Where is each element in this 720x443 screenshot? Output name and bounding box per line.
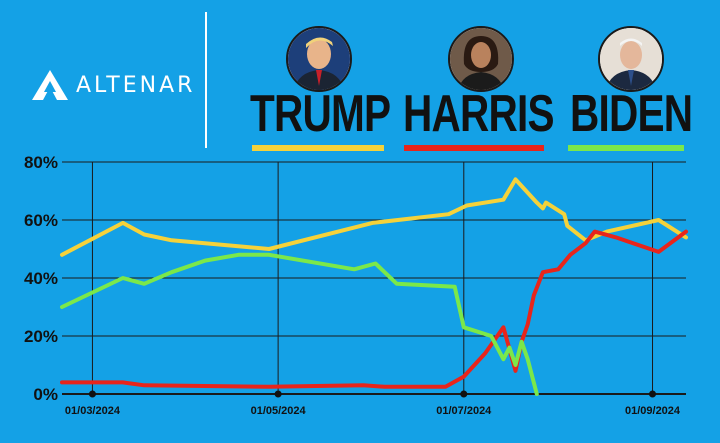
y-tick-label: 40%: [24, 269, 58, 288]
y-tick-label: 80%: [24, 153, 58, 172]
x-tick-label: 01/07/2024: [436, 405, 492, 417]
y-tick-label: 20%: [24, 327, 58, 346]
x-tick-dot: [88, 390, 96, 398]
series-line-biden: [60, 252, 539, 396]
x-tick-label: 01/03/2024: [65, 405, 121, 417]
biden-color-bar: [568, 145, 684, 151]
altenar-logo: ALTENAR: [30, 68, 195, 102]
series-line-trump: [60, 177, 688, 257]
x-tick-label: 01/09/2024: [625, 405, 681, 417]
x-tick-dot: [649, 390, 657, 398]
x-tick-dot: [460, 390, 468, 398]
candidate-name-biden: BIDEN: [570, 85, 693, 143]
candidate-name-harris: HARRIS: [403, 85, 555, 143]
series-line-harris: [60, 229, 688, 389]
logo-text: ALTENAR: [76, 72, 196, 98]
biden-photo: [598, 26, 664, 92]
harris-color-bar: [404, 145, 544, 151]
trump-photo: [286, 26, 352, 92]
altenar-logo-icon: [32, 70, 68, 100]
header-divider: [205, 12, 207, 148]
y-tick-label: 60%: [24, 211, 58, 230]
x-tick-dot: [274, 390, 282, 398]
y-tick-label: 0%: [33, 385, 58, 404]
harris-photo: [448, 26, 514, 92]
candidate-name-trump: TRUMP: [250, 85, 391, 143]
trump-color-bar: [252, 145, 384, 151]
x-tick-label: 01/05/2024: [251, 405, 307, 417]
